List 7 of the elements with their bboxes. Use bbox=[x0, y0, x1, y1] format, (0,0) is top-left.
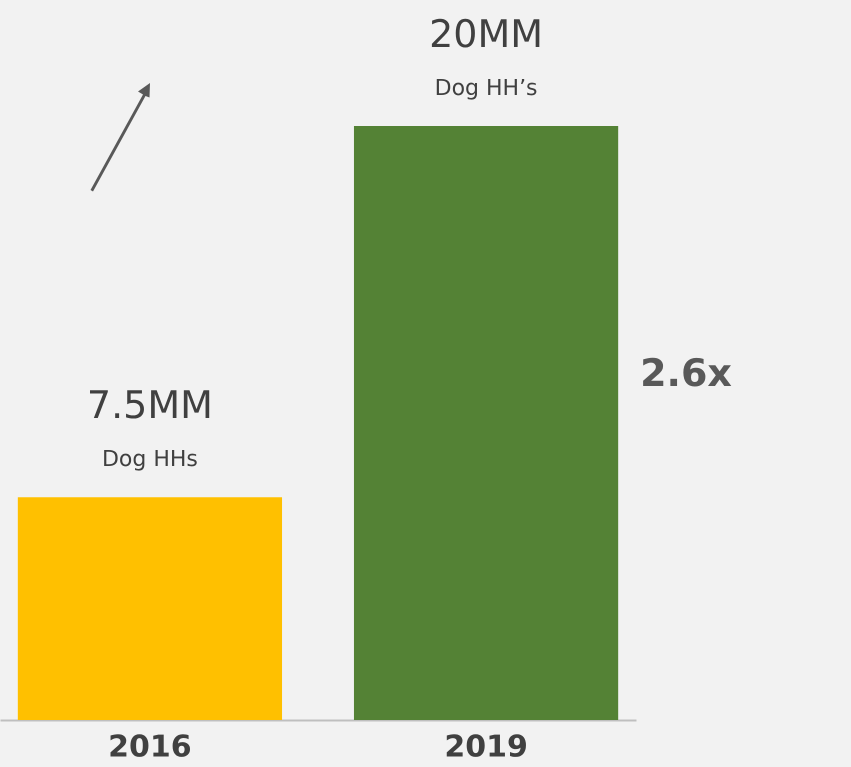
data-label: 20MM bbox=[429, 12, 544, 56]
data-label: 7.5MM bbox=[86, 383, 213, 428]
x-tick-label: 2016 bbox=[108, 730, 192, 764]
annotation: Dog HHs bbox=[102, 447, 198, 472]
x-tick-label: 2019 bbox=[444, 730, 528, 764]
text: 2.6x bbox=[640, 351, 732, 395]
annotation: Dog HH’s bbox=[434, 76, 538, 101]
